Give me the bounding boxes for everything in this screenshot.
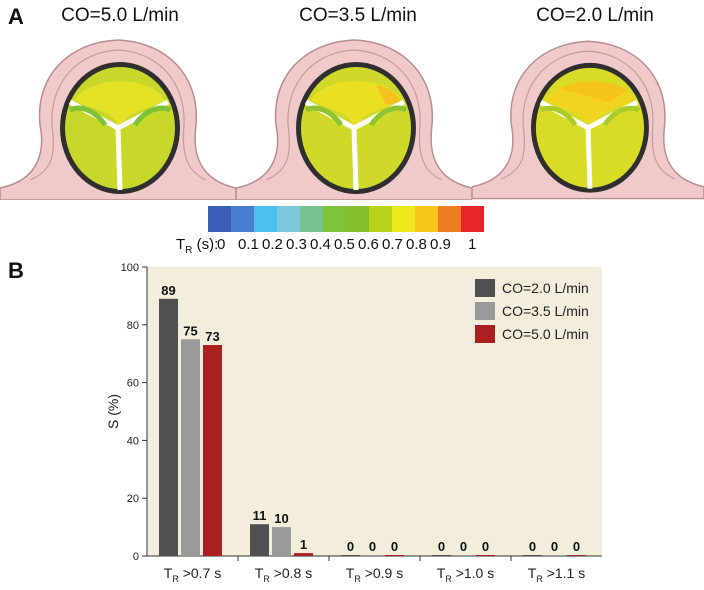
bar-value-label: 0 bbox=[551, 539, 558, 554]
bar-value-label: 73 bbox=[205, 329, 219, 344]
bar-value-label: 0 bbox=[482, 539, 489, 554]
bar-2-cat-3 bbox=[363, 555, 382, 556]
bar-1-cat-1 bbox=[159, 298, 178, 556]
bar-value-label: 0 bbox=[573, 539, 580, 554]
bar-3-cat-1 bbox=[203, 345, 222, 556]
colorbar-label: TR (s): bbox=[176, 236, 219, 256]
colorbar-tick-label: 1 bbox=[468, 236, 477, 253]
bar-2-cat-4 bbox=[454, 555, 473, 556]
legend-swatch-2 bbox=[475, 302, 495, 320]
bar-value-label: 0 bbox=[529, 539, 536, 554]
x-tick-label: TR >1.1 s bbox=[528, 565, 585, 584]
legend-swatch-3 bbox=[475, 325, 495, 343]
y-tick-label: 60 bbox=[127, 378, 139, 390]
colorbar-tick-label: 0.6 bbox=[358, 236, 379, 253]
colorbar-swatch-4 bbox=[300, 206, 323, 232]
valve-image-co5 bbox=[0, 39, 236, 200]
colorbar-swatch-6 bbox=[346, 206, 369, 232]
valve-image-co2 bbox=[472, 40, 704, 200]
y-tick-label: 80 bbox=[127, 320, 139, 332]
bar-1-cat-3 bbox=[341, 555, 360, 556]
legend-label-3: CO=5.0 L/min bbox=[502, 326, 589, 342]
panel-a-letter: A bbox=[8, 4, 24, 29]
colorbar-tick-label: 0.3 bbox=[286, 236, 307, 253]
valve-title-co5: CO=5.0 L/min bbox=[61, 5, 179, 26]
bar-value-label: 89 bbox=[161, 283, 175, 298]
valve-image-co35 bbox=[236, 39, 472, 200]
bar-3-cat-3 bbox=[385, 555, 404, 556]
y-tick-label: 100 bbox=[121, 262, 139, 274]
y-tick-label: 0 bbox=[133, 551, 139, 563]
bar-value-label: 0 bbox=[369, 539, 376, 554]
legend-swatch-1 bbox=[475, 279, 495, 297]
bar-value-label: 0 bbox=[460, 539, 467, 554]
colorbar-tick-label: 0.4 bbox=[310, 236, 331, 253]
colorbar-tick-label: 0.1 bbox=[238, 236, 259, 253]
bar-3-cat-5 bbox=[567, 555, 586, 556]
bar-value-label: 0 bbox=[347, 539, 354, 554]
legend-label-1: CO=2.0 L/min bbox=[502, 280, 589, 296]
x-tick-label: TR >0.9 s bbox=[346, 565, 403, 584]
bar-value-label: 0 bbox=[391, 539, 398, 554]
panel-b-letter: B bbox=[8, 258, 24, 283]
bar-value-label: 1 bbox=[300, 537, 307, 552]
bar-2-cat-1 bbox=[181, 339, 200, 556]
valve-title-co2: CO=2.0 L/min bbox=[536, 5, 654, 26]
colorbar-swatch-9 bbox=[415, 206, 438, 232]
colorbar-swatch-3 bbox=[277, 206, 300, 232]
colorbar-swatch-2 bbox=[254, 206, 277, 232]
colorbar-tick-label: 0.8 bbox=[406, 236, 427, 253]
bar-value-label: 75 bbox=[183, 323, 197, 338]
y-tick-label: 40 bbox=[127, 435, 139, 447]
bar-1-cat-2 bbox=[250, 524, 269, 556]
y-tick-label: 20 bbox=[127, 493, 139, 505]
colorbar-tick-label: 0.5 bbox=[334, 236, 355, 253]
colorbar-tick-label: 0.7 bbox=[382, 236, 403, 253]
colorbar-tick-label: 0.9 bbox=[430, 236, 451, 253]
colorbar-swatch-11 bbox=[461, 206, 484, 232]
bar-1-cat-4 bbox=[432, 555, 451, 556]
x-tick-label: TR >0.7 s bbox=[164, 565, 221, 584]
colorbar-swatch-5 bbox=[323, 206, 346, 232]
bar-3-cat-2 bbox=[294, 553, 313, 556]
colorbar bbox=[208, 206, 484, 232]
bar-2-cat-5 bbox=[545, 555, 564, 556]
colorbar-swatch-8 bbox=[392, 206, 415, 232]
legend-label-2: CO=3.5 L/min bbox=[502, 303, 589, 319]
valve-title-co35: CO=3.5 L/min bbox=[299, 5, 417, 26]
bar-value-label: 10 bbox=[274, 511, 288, 526]
x-tick-label: TR >1.0 s bbox=[437, 565, 494, 584]
colorbar-swatch-0 bbox=[208, 206, 231, 232]
bar-value-label: 0 bbox=[438, 539, 445, 554]
plot-area bbox=[147, 267, 602, 556]
colorbar-swatch-7 bbox=[369, 206, 392, 232]
y-axis-label: S (%) bbox=[105, 394, 121, 429]
bar-1-cat-5 bbox=[523, 555, 542, 556]
bar-3-cat-4 bbox=[476, 555, 495, 556]
bar-2-cat-2 bbox=[272, 527, 291, 556]
bar-chart: 0 20 40 60 80 100 S (%) 89 75 73 TR >0.7 s 11 10 1 TR … bbox=[105, 262, 602, 584]
colorbar-tick-label: 0.2 bbox=[262, 236, 283, 253]
colorbar-swatch-10 bbox=[438, 206, 461, 232]
bar-value-label: 11 bbox=[253, 508, 267, 523]
x-tick-label: TR >0.8 s bbox=[255, 565, 312, 584]
colorbar-swatch-1 bbox=[231, 206, 254, 232]
colorbar-tick-label: 0 bbox=[217, 236, 226, 253]
